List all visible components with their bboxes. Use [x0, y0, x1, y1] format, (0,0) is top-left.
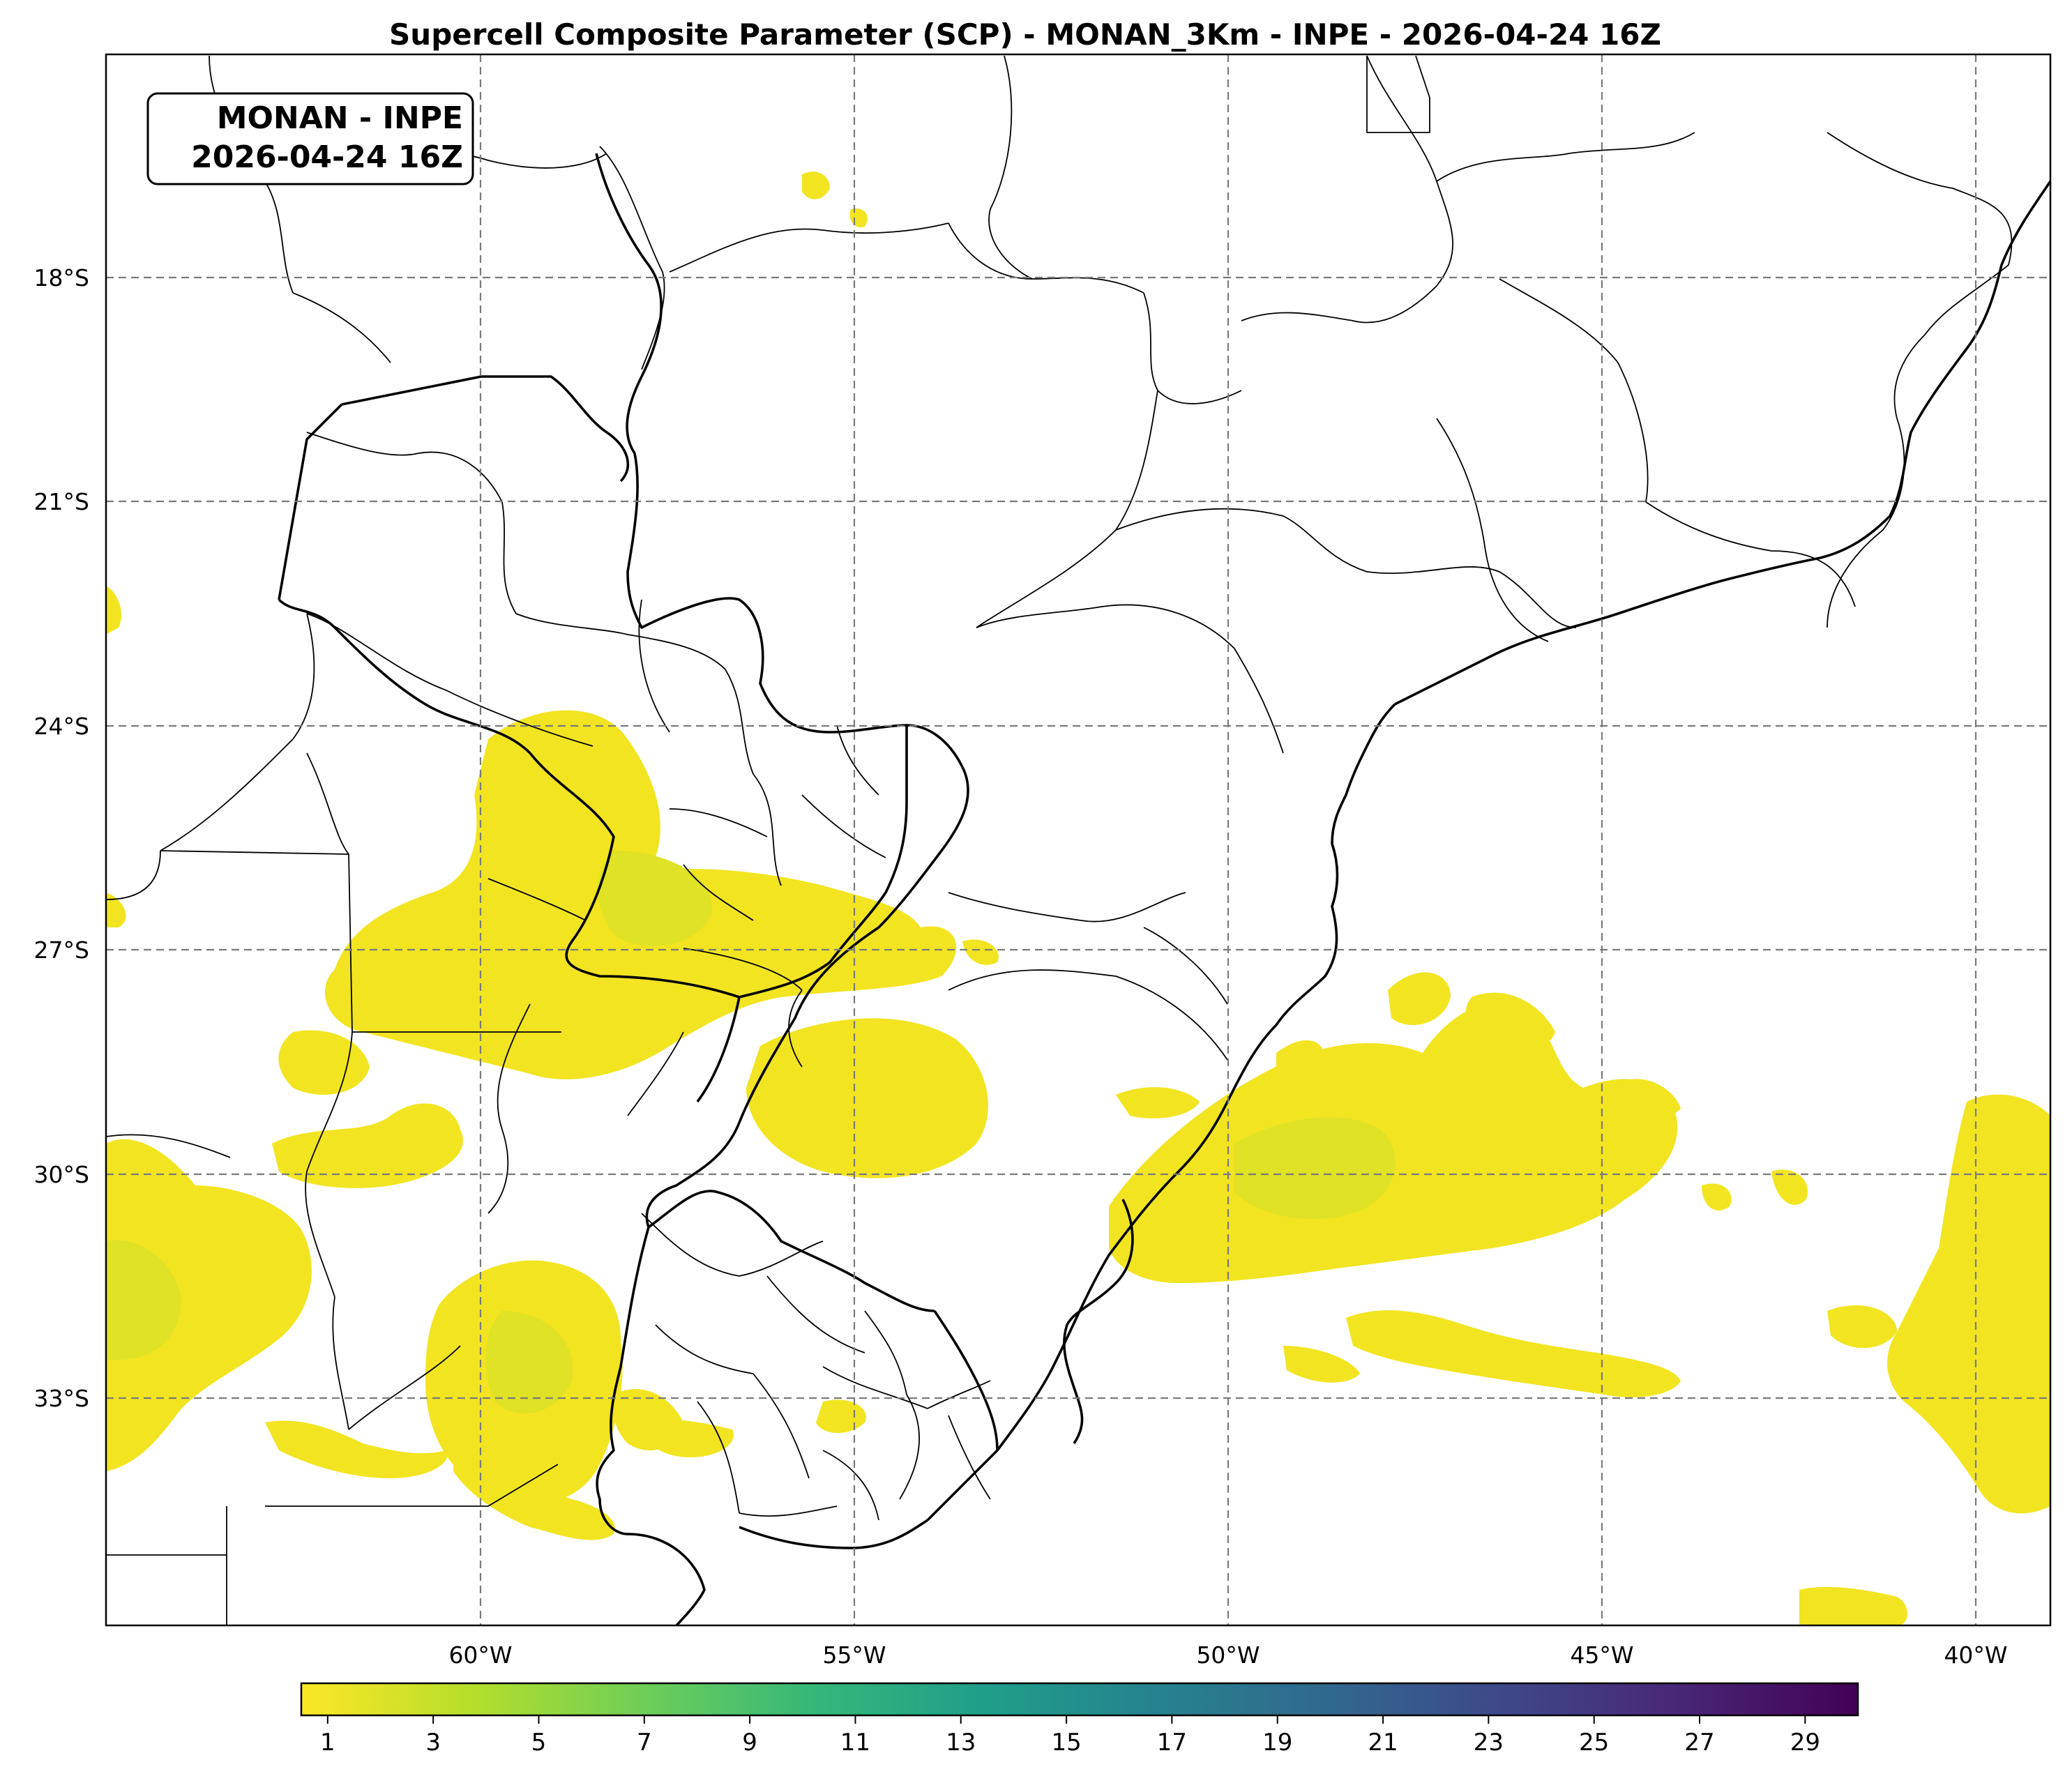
lon-tick-label: 50°W — [1196, 1641, 1260, 1669]
lon-tick-label: 40°W — [1944, 1641, 2007, 1669]
lon-tick-label: 45°W — [1570, 1641, 1633, 1669]
colorbar-tick-label: 27 — [1684, 1729, 1714, 1757]
colorbar-tick-label: 5 — [531, 1729, 547, 1757]
colorbar-tick-label: 9 — [742, 1729, 757, 1757]
lat-tick-label: 30°S — [34, 1161, 89, 1188]
colorbar-tick-label: 17 — [1157, 1729, 1187, 1757]
colorbar-tick-label: 11 — [840, 1729, 870, 1757]
colorbar: 1 3 5 7 9 11 13 15 17 19 21 23 25 27 29 — [300, 1682, 1859, 1757]
colorbar-tick-label: 3 — [425, 1729, 441, 1757]
colorbar-tick-label: 7 — [637, 1729, 652, 1757]
colorbar-tick-label: 21 — [1368, 1729, 1398, 1757]
colorbar-tick-label: 25 — [1579, 1729, 1609, 1757]
colorbar-gradient — [300, 1682, 1859, 1717]
colorbar-tick-label: 23 — [1474, 1729, 1504, 1757]
lat-tick-label: 21°S — [34, 488, 89, 515]
province-borders — [106, 55, 991, 1625]
colorbar-tick-label: 15 — [1051, 1729, 1081, 1757]
state-borders — [348, 55, 2013, 1061]
colorbar-tick-label: 13 — [946, 1729, 976, 1757]
lat-tick-label: 18°S — [34, 264, 89, 291]
longitude-axis: 60°W 55°W 50°W 45°W 40°W — [448, 1641, 2007, 1669]
lat-tick-label: 33°S — [34, 1385, 89, 1412]
colorbar-tick-label: 19 — [1262, 1729, 1292, 1757]
map-frame — [105, 53, 2052, 1627]
figure-title: Supercell Composite Parameter (SCP) - MO… — [389, 17, 1661, 52]
latitude-axis: 18°S 21°S 24°S 27°S 30°S 33°S — [34, 264, 89, 1412]
colorbar-tick-label: 29 — [1790, 1729, 1820, 1757]
country-borders-coastline — [278, 153, 2050, 1625]
lat-tick-label: 27°S — [34, 936, 89, 964]
lon-tick-label: 60°W — [448, 1641, 512, 1669]
lat-tick-label: 24°S — [34, 713, 89, 740]
info-datetime-label: 2026-04-24 16Z — [191, 139, 463, 175]
colorbar-ticks: 1 3 5 7 9 11 13 15 17 19 21 23 25 27 29 — [320, 1715, 1820, 1757]
map-plot-area — [106, 54, 2050, 1625]
info-model-label: MONAN - INPE — [217, 100, 463, 136]
lon-tick-label: 55°W — [822, 1641, 886, 1669]
colorbar-tick-label: 1 — [320, 1729, 335, 1757]
map-gridlines — [106, 54, 2050, 1625]
model-info-box: MONAN - INPE 2026-04-24 16Z — [146, 92, 474, 185]
